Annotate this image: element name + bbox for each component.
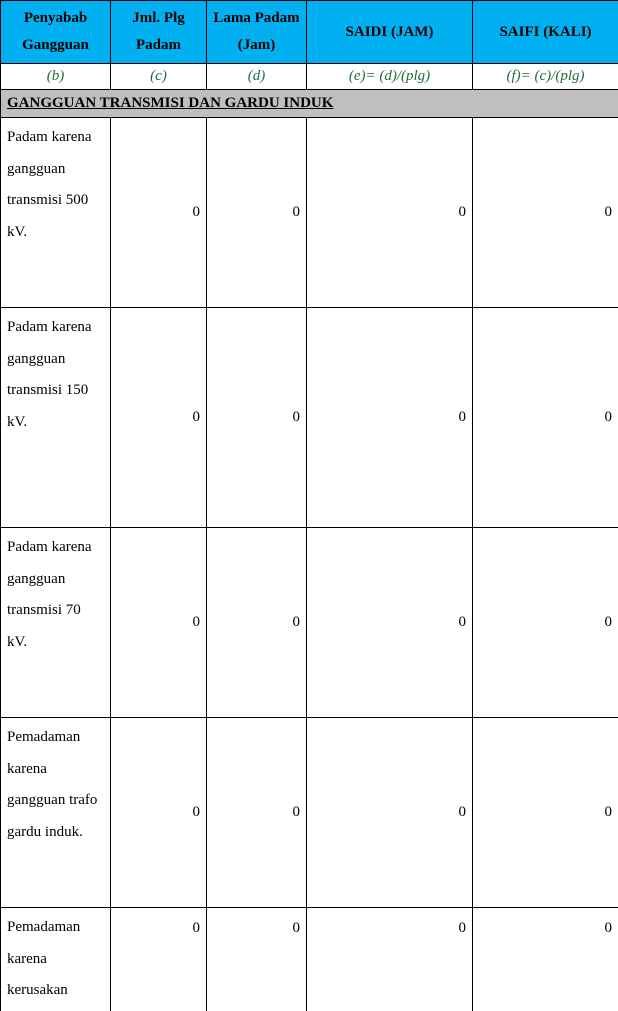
row-e: 0 [307, 118, 473, 308]
row-f: 0 [473, 908, 618, 1011]
row-c: 0 [111, 908, 207, 1011]
row-c: 0 [111, 308, 207, 528]
row-f: 0 [473, 118, 618, 308]
header-lama-padam: Lama Padam (Jam) [207, 1, 307, 64]
row-e: 0 [307, 718, 473, 908]
row-d: 0 [207, 908, 307, 1011]
row-desc: Padam karena gangguan transmisi 70 kV. [1, 528, 111, 718]
row-desc: Padam karena gangguan transmisi 150 kV. [1, 308, 111, 528]
formula-d: (d) [207, 64, 307, 90]
table-row: Pemadaman karena kerusakan 0 0 0 0 [1, 908, 618, 1011]
header-penyabab: Penyabab Gangguan [1, 1, 111, 64]
row-e: 0 [307, 528, 473, 718]
header-jml-plg: Jml. Plg Padam [111, 1, 207, 64]
header-saifi: SAIFI (KALI) [473, 1, 618, 64]
header-saidi: SAIDI (JAM) [307, 1, 473, 64]
row-d: 0 [207, 718, 307, 908]
section-row: GANGGUAN TRANSMISI DAN GARDU INDUK [1, 90, 618, 118]
formula-b: (b) [1, 64, 111, 90]
table-row: Pemadaman karena gangguan trafo gardu in… [1, 718, 618, 908]
table-row: Padam karena gangguan transmisi 70 kV. 0… [1, 528, 618, 718]
row-f: 0 [473, 718, 618, 908]
row-e: 0 [307, 308, 473, 528]
formula-f: (f)= (c)/(plg) [473, 64, 618, 90]
header-row: Penyabab Gangguan Jml. Plg Padam Lama Pa… [1, 1, 618, 64]
row-f: 0 [473, 528, 618, 718]
section-title: GANGGUAN TRANSMISI DAN GARDU INDUK [1, 90, 618, 118]
row-c: 0 [111, 118, 207, 308]
row-e: 0 [307, 908, 473, 1011]
row-d: 0 [207, 528, 307, 718]
row-desc: Pemadaman karena gangguan trafo gardu in… [1, 718, 111, 908]
row-d: 0 [207, 118, 307, 308]
saidi-saifi-table: Penyabab Gangguan Jml. Plg Padam Lama Pa… [0, 0, 618, 1011]
row-f: 0 [473, 308, 618, 528]
row-desc: Pemadaman karena kerusakan [1, 908, 111, 1011]
table-row: Padam karena gangguan transmisi 500 kV. … [1, 118, 618, 308]
formula-c: (c) [111, 64, 207, 90]
row-c: 0 [111, 528, 207, 718]
row-desc: Padam karena gangguan transmisi 500 kV. [1, 118, 111, 308]
formula-row: (b) (c) (d) (e)= (d)/(plg) (f)= (c)/(plg… [1, 64, 618, 90]
row-d: 0 [207, 308, 307, 528]
table-row: Padam karena gangguan transmisi 150 kV. … [1, 308, 618, 528]
row-c: 0 [111, 718, 207, 908]
formula-e: (e)= (d)/(plg) [307, 64, 473, 90]
